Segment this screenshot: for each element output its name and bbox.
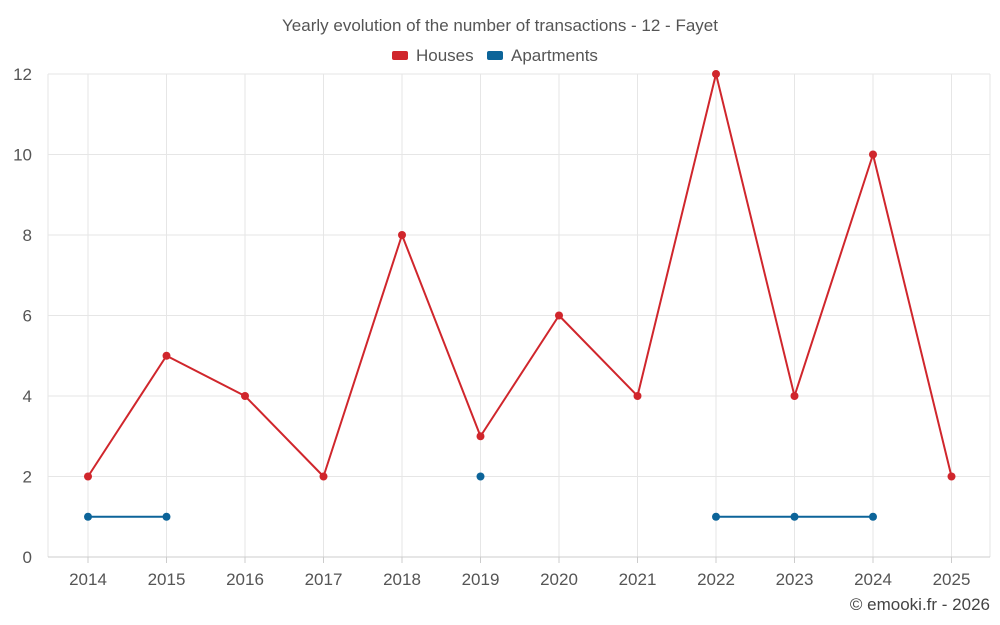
data-point-houses[interactable] [869,150,877,159]
x-tick-label: 2016 [226,570,264,589]
y-tick-label: 10 [13,146,32,165]
chart-title: Yearly evolution of the number of transa… [282,16,718,35]
plot-area [84,70,956,521]
x-tick-label: 2018 [383,570,421,589]
data-point-apartments[interactable] [476,472,485,481]
data-point-apartments[interactable] [84,512,92,521]
x-tick-label: 2023 [776,570,814,589]
grid [47,73,991,557]
y-tick-label: 8 [23,226,32,245]
y-tick-label: 6 [23,307,32,326]
y-tick-label: 0 [23,548,32,567]
data-point-apartments[interactable] [869,512,877,521]
data-point-apartments[interactable] [162,512,171,521]
data-point-houses[interactable] [712,70,720,78]
data-point-houses[interactable] [162,351,171,360]
legend-swatch-houses [392,51,408,60]
axes: 0 2 4 6 8 10 12 2014 2015 2016 2017 2018 2019 2020 202… [13,65,990,589]
y-tick-label: 2 [23,468,32,487]
legend-item-apartments[interactable]: Apartments [487,46,598,65]
legend-label-apartments: Apartments [511,46,598,65]
y-tick-label: 4 [23,387,32,406]
x-tick-label: 2021 [619,570,657,589]
data-point-apartments[interactable] [790,512,799,521]
x-tick-label: 2015 [148,570,186,589]
credit-text: © emooki.fr - 2026 [850,595,990,614]
data-point-houses[interactable] [633,392,642,400]
data-point-houses[interactable] [790,392,799,400]
series-apartments [84,472,877,521]
x-tick-label: 2017 [305,570,343,589]
y-tick-label: 12 [13,65,32,84]
x-tick-label: 2019 [462,570,500,589]
legend-label-houses: Houses [416,46,474,65]
x-tick-label: 2024 [854,570,892,589]
x-tick-label: 2022 [697,570,735,589]
data-point-houses[interactable] [319,472,328,481]
data-point-houses[interactable] [476,432,485,441]
legend-item-houses[interactable]: Houses [392,46,474,65]
data-point-apartments[interactable] [712,512,720,521]
data-point-houses[interactable] [84,472,92,481]
legend[interactable]: Houses Apartments [392,46,598,65]
series-line-houses [87,73,953,478]
x-tick-label: 2014 [69,570,107,589]
data-point-houses[interactable] [947,472,956,481]
x-tick-label: 2020 [540,570,578,589]
x-tick-label: 2025 [933,570,971,589]
data-point-houses[interactable] [398,231,406,239]
data-point-houses[interactable] [555,311,563,320]
data-point-houses[interactable] [241,392,249,400]
legend-swatch-apartments [487,51,503,60]
series-houses [84,70,956,481]
